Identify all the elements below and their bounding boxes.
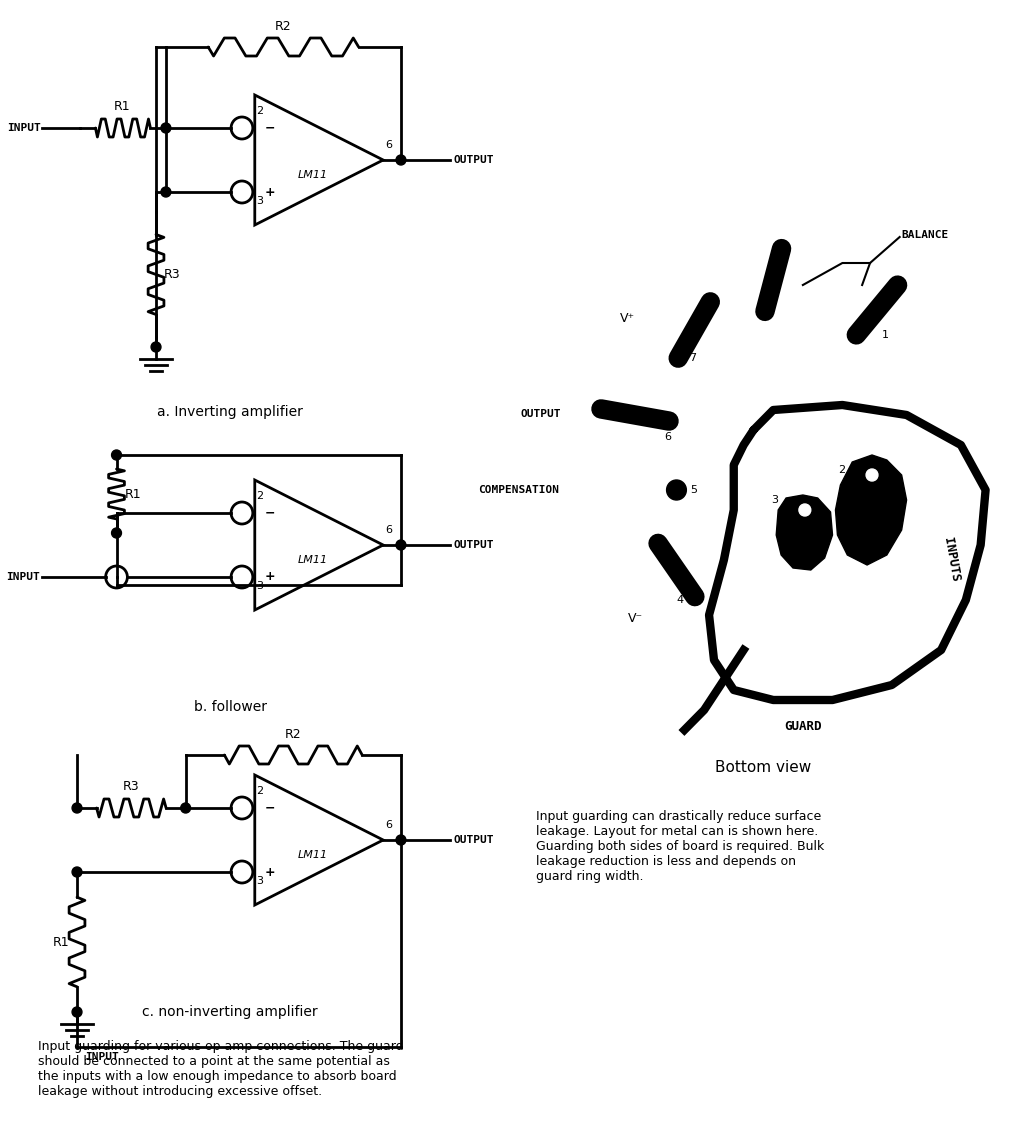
Text: 2: 2 bbox=[838, 464, 845, 475]
Circle shape bbox=[396, 835, 406, 845]
Text: 3: 3 bbox=[771, 495, 778, 505]
Text: 6: 6 bbox=[665, 432, 672, 442]
Text: 2: 2 bbox=[256, 786, 263, 796]
Circle shape bbox=[161, 186, 171, 197]
Text: 1: 1 bbox=[882, 329, 889, 340]
Circle shape bbox=[111, 529, 122, 538]
Text: 2: 2 bbox=[256, 491, 263, 501]
Polygon shape bbox=[776, 495, 833, 570]
Text: 7: 7 bbox=[688, 353, 696, 363]
Text: 3: 3 bbox=[256, 876, 263, 885]
Text: INPUT: INPUT bbox=[85, 1052, 119, 1062]
Circle shape bbox=[161, 124, 171, 133]
Text: −: − bbox=[264, 121, 276, 135]
Circle shape bbox=[72, 867, 82, 877]
Text: OUTPUT: OUTPUT bbox=[453, 154, 493, 165]
Text: 3: 3 bbox=[256, 581, 263, 591]
Text: LM11: LM11 bbox=[297, 170, 327, 180]
Circle shape bbox=[151, 342, 161, 352]
Text: 2: 2 bbox=[256, 106, 263, 116]
Text: LM11: LM11 bbox=[297, 555, 327, 565]
Text: R3: R3 bbox=[123, 780, 139, 793]
Circle shape bbox=[72, 803, 82, 813]
Circle shape bbox=[799, 505, 811, 516]
Text: +: + bbox=[264, 571, 276, 583]
Text: OUTPUT: OUTPUT bbox=[453, 835, 493, 845]
Text: R2: R2 bbox=[276, 19, 292, 33]
Text: R1: R1 bbox=[125, 487, 141, 501]
Text: Input guarding for various op amp connections. The guard
should be connected to : Input guarding for various op amp connec… bbox=[37, 1040, 404, 1098]
Circle shape bbox=[700, 309, 708, 317]
Circle shape bbox=[72, 1007, 82, 1017]
Text: −: − bbox=[264, 802, 276, 815]
Text: 4: 4 bbox=[677, 595, 684, 605]
Text: V⁺: V⁺ bbox=[620, 311, 635, 325]
Text: +: + bbox=[264, 866, 276, 879]
Text: BALANCE: BALANCE bbox=[902, 230, 948, 240]
Text: OUTPUT: OUTPUT bbox=[520, 410, 561, 419]
Text: 6: 6 bbox=[385, 525, 392, 535]
Text: Input guarding can drastically reduce surface
leakage. Layout for metal can is s: Input guarding can drastically reduce su… bbox=[537, 810, 825, 883]
Text: R2: R2 bbox=[285, 728, 301, 741]
Circle shape bbox=[866, 469, 878, 480]
Text: c. non-inverting amplifier: c. non-inverting amplifier bbox=[142, 1004, 318, 1019]
Text: OUTPUT: OUTPUT bbox=[453, 540, 493, 550]
Text: +: + bbox=[264, 185, 276, 199]
Circle shape bbox=[651, 414, 659, 422]
Text: R1: R1 bbox=[115, 100, 131, 113]
Text: b. follower: b. follower bbox=[194, 700, 266, 714]
Circle shape bbox=[396, 540, 406, 550]
Circle shape bbox=[111, 450, 122, 460]
Text: 8: 8 bbox=[768, 305, 775, 315]
Text: R3: R3 bbox=[164, 268, 181, 280]
Text: COMPENSATION: COMPENSATION bbox=[478, 485, 559, 495]
Text: LM11: LM11 bbox=[297, 850, 327, 860]
Text: INPUT: INPUT bbox=[7, 124, 40, 133]
Text: 6: 6 bbox=[385, 820, 392, 831]
Text: −: − bbox=[264, 507, 276, 519]
Text: 3: 3 bbox=[256, 196, 263, 206]
Text: 6: 6 bbox=[385, 140, 392, 150]
Circle shape bbox=[774, 257, 782, 265]
Text: V⁻: V⁻ bbox=[627, 612, 643, 625]
Circle shape bbox=[396, 154, 406, 165]
Text: GUARD: GUARD bbox=[784, 720, 821, 733]
Polygon shape bbox=[836, 455, 906, 565]
Circle shape bbox=[885, 291, 894, 299]
Text: INPUTS: INPUTS bbox=[941, 537, 962, 583]
Circle shape bbox=[181, 803, 191, 813]
Text: R1: R1 bbox=[53, 936, 69, 948]
Text: INPUT: INPUT bbox=[6, 572, 39, 582]
Text: Bottom view: Bottom view bbox=[715, 760, 811, 774]
Circle shape bbox=[667, 480, 686, 500]
Text: 5: 5 bbox=[690, 485, 698, 495]
Circle shape bbox=[683, 582, 691, 590]
Text: a. Inverting amplifier: a. Inverting amplifier bbox=[157, 405, 303, 419]
